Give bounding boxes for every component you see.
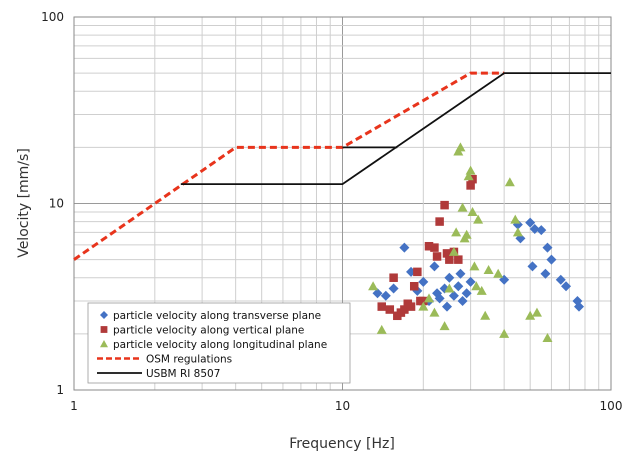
longitudinal-point bbox=[504, 177, 515, 187]
tick-labels: 1 10 100 1 10 100 bbox=[41, 10, 622, 413]
vertical-point bbox=[409, 281, 419, 291]
vertical-point bbox=[100, 326, 108, 333]
legend-label: particle velocity along transverse plane bbox=[113, 310, 321, 322]
longitudinal-point bbox=[100, 340, 108, 348]
vertical-point bbox=[413, 267, 422, 277]
usbm-curve bbox=[180, 72, 611, 185]
transverse-point bbox=[418, 276, 429, 287]
transverse-point bbox=[444, 272, 455, 283]
longitudinal-point bbox=[376, 324, 387, 334]
transverse-point bbox=[399, 242, 410, 253]
longitudinal-point bbox=[424, 293, 435, 303]
vertical-point bbox=[377, 302, 386, 311]
transverse-point bbox=[434, 293, 445, 304]
longitudinal-point bbox=[444, 283, 455, 293]
longitudinal-point bbox=[525, 310, 536, 320]
transverse-point bbox=[461, 288, 472, 299]
vertical-point bbox=[466, 181, 475, 190]
longitudinal-point bbox=[512, 227, 523, 237]
vertical-point bbox=[419, 296, 428, 306]
longitudinal-point bbox=[480, 310, 491, 320]
longitudinal-point bbox=[368, 281, 379, 291]
transverse-point bbox=[380, 290, 391, 301]
longitudinal-point bbox=[439, 321, 450, 331]
transverse-point bbox=[561, 281, 572, 292]
transverse-point bbox=[448, 290, 459, 301]
transverse-point bbox=[100, 311, 108, 319]
y-tick-label: 1 bbox=[56, 383, 64, 397]
longitudinal-point bbox=[469, 261, 480, 271]
transverse-point bbox=[536, 225, 547, 236]
longitudinal-point bbox=[448, 246, 459, 256]
longitudinal-point bbox=[510, 214, 521, 224]
vertical-point bbox=[440, 200, 449, 210]
longitudinal-point bbox=[473, 214, 484, 224]
longitudinal-point bbox=[461, 229, 472, 239]
legend-box bbox=[87, 302, 351, 384]
longitudinal-point bbox=[465, 165, 476, 175]
longitudinal-point bbox=[531, 307, 542, 317]
x-tick-label: 1 bbox=[70, 399, 78, 413]
longitudinal-point bbox=[471, 281, 482, 291]
longitudinal-point bbox=[542, 333, 553, 343]
transverse-point bbox=[465, 276, 476, 287]
vertical-point bbox=[424, 241, 434, 251]
transverse-point bbox=[527, 261, 538, 272]
transverse-point bbox=[542, 242, 553, 253]
longitudinal-point bbox=[493, 268, 504, 278]
transverse-point bbox=[546, 254, 557, 265]
vertical-point bbox=[430, 243, 439, 252]
longitudinal-point bbox=[499, 328, 510, 338]
longitudinal-point bbox=[463, 171, 474, 181]
transverse-point bbox=[525, 217, 536, 228]
longitudinal-point bbox=[467, 207, 478, 217]
x-tick-label: 10 bbox=[335, 399, 350, 413]
legend: particle velocity along transverse plane… bbox=[87, 302, 351, 384]
x-axis-title: Frequency [Hz] bbox=[289, 436, 395, 452]
longitudinal-point bbox=[457, 202, 468, 212]
transverse-point bbox=[555, 274, 566, 285]
plot-area-border bbox=[73, 16, 612, 391]
legend-label: OSM regulations bbox=[146, 354, 232, 366]
transverse-point bbox=[388, 283, 399, 294]
transverse-point bbox=[455, 268, 466, 279]
regulation-curves bbox=[73, 71, 611, 261]
vertical-point bbox=[454, 255, 463, 264]
vertical-point bbox=[406, 302, 416, 311]
longitudinal-point bbox=[476, 285, 487, 295]
longitudinal-point bbox=[455, 142, 466, 152]
vertical-point bbox=[445, 255, 454, 264]
longitudinal-point bbox=[429, 307, 440, 317]
vertical-point bbox=[389, 273, 398, 282]
x-tick-label: 100 bbox=[600, 399, 623, 413]
legend-items: particle velocity along transverse plane… bbox=[97, 310, 327, 380]
longitudinal-point bbox=[418, 301, 429, 311]
transverse-point bbox=[457, 296, 468, 307]
vertical-point bbox=[400, 305, 409, 314]
transverse-point bbox=[429, 261, 440, 272]
vertical-point bbox=[442, 249, 452, 258]
legend-label: particle velocity along longitudinal pla… bbox=[113, 339, 327, 351]
y-tick-label: 100 bbox=[41, 10, 64, 24]
transverse-point bbox=[529, 223, 540, 234]
transverse-point bbox=[573, 301, 584, 312]
legend-label: USBM RI 8507 bbox=[146, 368, 220, 380]
vertical-point bbox=[435, 217, 444, 226]
transverse-point bbox=[453, 281, 464, 292]
longitudinal-point bbox=[483, 264, 494, 274]
transverse-point bbox=[372, 288, 383, 299]
transverse-point bbox=[441, 301, 452, 312]
y-tick-label: 10 bbox=[49, 197, 64, 211]
vertical-point bbox=[432, 252, 442, 261]
legend-label: particle velocity along vertical plane bbox=[113, 325, 304, 337]
vertical-point bbox=[385, 305, 395, 314]
longitudinal-point bbox=[451, 227, 462, 237]
data-points bbox=[368, 142, 584, 343]
y-axis-title: Velocity [mm/s] bbox=[16, 148, 32, 258]
transverse-point bbox=[540, 268, 551, 279]
